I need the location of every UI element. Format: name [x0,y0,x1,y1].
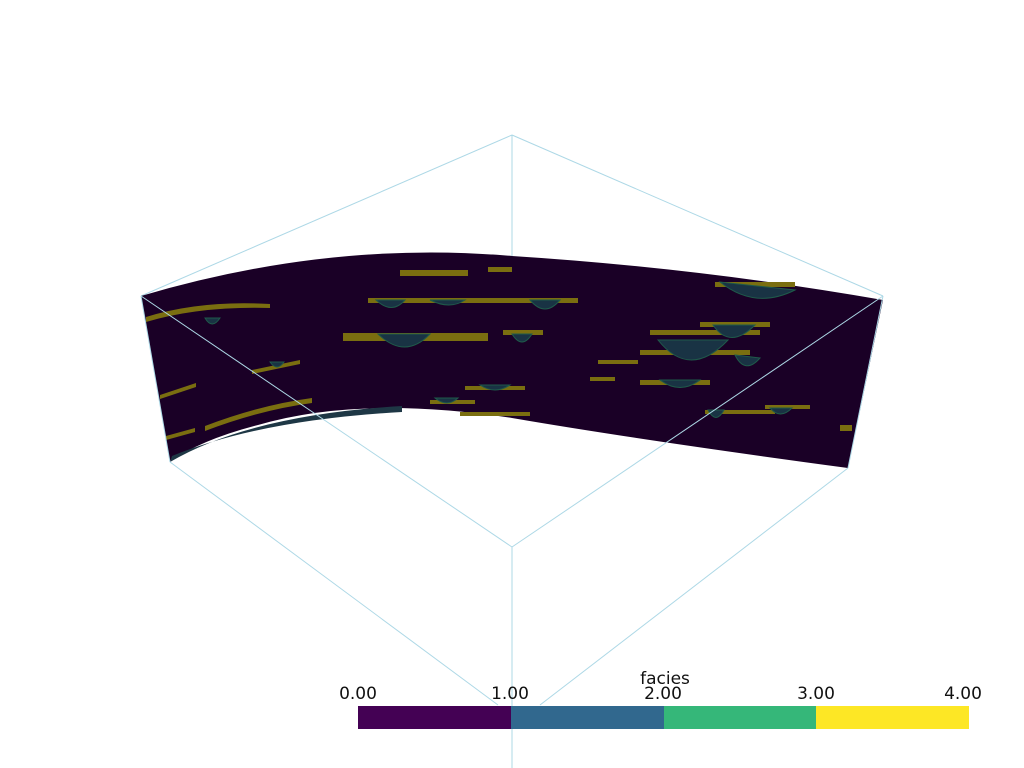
colorbar-tick-1: 1.00 [491,684,529,704]
bounding-box-front [140,295,884,768]
colorbar [358,706,969,729]
facies-channel-bodies [204,281,797,418]
colorbar-title: facies [640,669,690,689]
colorbar-tick-2: 2.00 [644,684,682,704]
colorbar-tick-0: 0.00 [339,684,377,704]
colorbar-bin-1 [510,706,664,729]
colorbar-bin-3 [816,706,969,729]
bounding-box-back [140,134,884,297]
facies-slab [141,252,883,468]
colorbar-tick-3: 3.00 [797,684,835,704]
slab-surface [141,252,883,468]
colorbar-tick-4: 4.00 [944,684,982,704]
colorbar-bin-2 [663,706,817,729]
colorbar-bin-0 [358,706,511,729]
slab-bottom-channel [170,406,402,462]
